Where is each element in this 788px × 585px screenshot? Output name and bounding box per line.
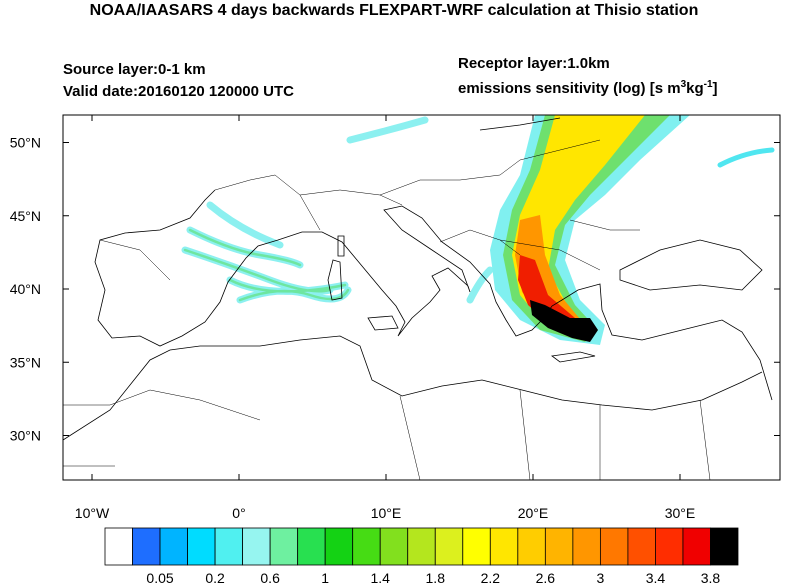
colorbar-box xyxy=(517,527,546,566)
colorbar-label: 1.4 xyxy=(370,570,390,585)
source-layer: Source layer:0-1 km xyxy=(63,61,206,78)
colorbar-box xyxy=(187,527,216,566)
colorbar-box xyxy=(352,527,381,566)
units-sup: 3 xyxy=(681,79,687,90)
map xyxy=(63,115,775,480)
colorbar-box xyxy=(379,527,409,566)
colorbar-box xyxy=(242,527,271,566)
map-frame xyxy=(62,114,781,481)
lon-label: 10°W xyxy=(75,505,110,521)
lon-label: 0° xyxy=(232,505,245,521)
units-text: kg xyxy=(686,80,704,97)
colorbar-label: 3.4 xyxy=(646,570,666,585)
title: NOAA/IAASARS 4 days backwards FLEXPART-W… xyxy=(90,2,699,19)
units-sup: -1 xyxy=(704,79,713,90)
colorbar-box xyxy=(407,527,436,566)
colorbar-box xyxy=(489,527,519,566)
colorbar-label: 1.8 xyxy=(426,570,446,585)
receptor-layer: Receptor layer:1.0km xyxy=(458,55,610,72)
units-text: ] xyxy=(713,80,718,97)
coastlines xyxy=(63,117,773,480)
lat-label: 30°N xyxy=(10,428,41,444)
colorbar-box xyxy=(132,527,161,566)
colorbar-box xyxy=(214,527,244,566)
lat-label: 40°N xyxy=(10,281,41,297)
lat-label: 45°N xyxy=(10,208,41,224)
colorbar-box xyxy=(599,527,629,566)
colorbar-box xyxy=(324,527,354,566)
colorbar-label: 0.6 xyxy=(260,570,280,585)
colorbar-box xyxy=(462,527,491,566)
colorbar-box xyxy=(682,527,711,566)
colorbar-label: 2.6 xyxy=(536,570,556,585)
plume-main xyxy=(490,115,690,345)
colorbar-label: 2.2 xyxy=(481,570,501,585)
colorbar-box xyxy=(297,527,326,566)
colorbar-box xyxy=(269,527,299,566)
colorbar-label: 1 xyxy=(321,570,329,585)
colorbar-box xyxy=(544,527,574,566)
lon-label: 10°E xyxy=(371,505,402,521)
colorbar-label: 3 xyxy=(596,570,604,585)
plume-west xyxy=(181,116,775,304)
colorbar-label: 0.2 xyxy=(205,570,225,585)
lat-label: 50°N xyxy=(10,135,41,151)
colorbar-box xyxy=(572,527,601,566)
units-text: emissions sensitivity (log) [s m xyxy=(458,80,681,97)
colorbar-label: 3.8 xyxy=(701,570,721,585)
lat-label: 35°N xyxy=(10,354,41,370)
colorbar-box xyxy=(655,527,684,566)
colorbar-box xyxy=(104,527,133,566)
colorbar-box xyxy=(434,527,464,566)
lon-label: 20°E xyxy=(518,505,549,521)
colorbar-label: 0.05 xyxy=(146,570,173,585)
colorbar-box xyxy=(710,527,739,566)
colorbar-box xyxy=(627,527,656,566)
colorbar-box xyxy=(159,527,188,566)
valid-date: Valid date:20160120 120000 UTC xyxy=(63,83,294,100)
units-label: emissions sensitivity (log) [s m3kg-1] xyxy=(458,79,718,97)
lon-label: 30°E xyxy=(665,505,696,521)
